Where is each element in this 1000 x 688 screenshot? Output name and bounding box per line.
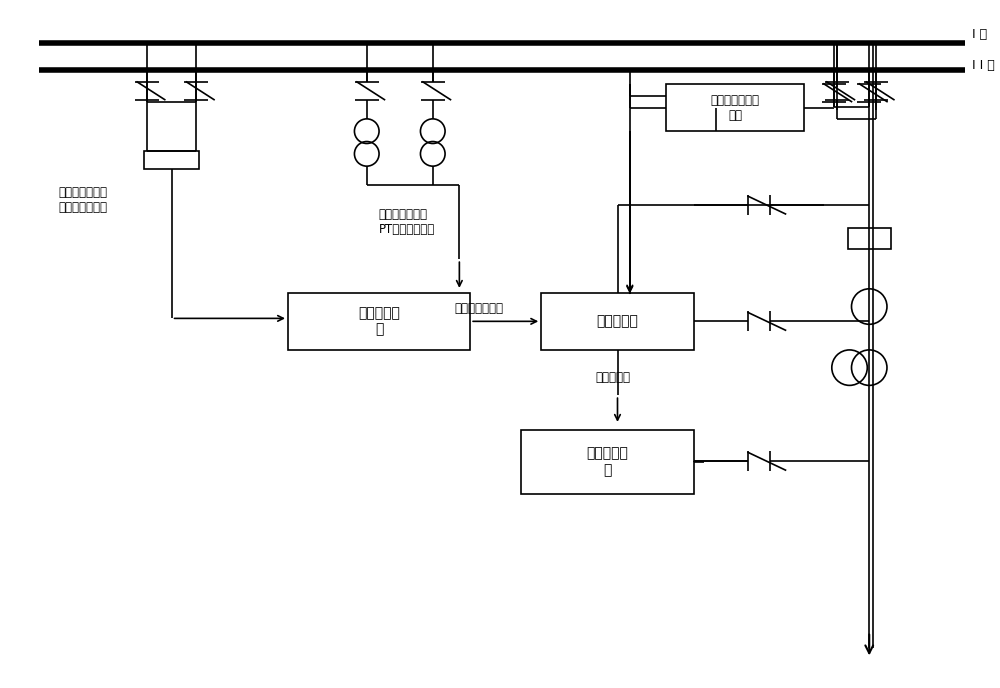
Text: 电压并列装
置: 电压并列装 置 (358, 306, 400, 336)
Text: 母线侧刀闸位置
信号: 母线侧刀闸位置 信号 (711, 94, 760, 122)
Text: 切换后电压: 切换后电压 (595, 371, 630, 384)
Bar (848, 228, 891, 250)
Bar (666, 84, 804, 131)
Text: 并列后母线电压: 并列后母线电压 (455, 302, 504, 315)
Text: 间隔操作箱: 间隔操作箱 (597, 314, 638, 328)
Bar (144, 151, 199, 169)
Text: I I 母: I I 母 (972, 58, 994, 72)
Text: 母联断路器、母
联刀闸位置信号: 母联断路器、母 联刀闸位置信号 (58, 186, 107, 214)
Bar (288, 293, 470, 350)
Bar (541, 293, 694, 350)
Bar (521, 430, 694, 494)
Text: I 母: I 母 (972, 28, 987, 41)
Text: 保护测控装
置: 保护测控装 置 (587, 447, 629, 477)
Text: 母线电压、母线
PT刀闸位置信号: 母线电压、母线 PT刀闸位置信号 (379, 208, 435, 236)
